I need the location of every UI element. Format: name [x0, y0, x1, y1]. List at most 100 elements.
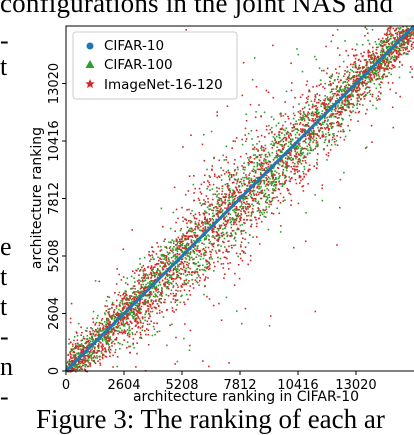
scatter-point: [213, 262, 215, 264]
scatter-point: [236, 183, 238, 185]
scatter-point: [151, 265, 153, 267]
scatter-point: [398, 51, 400, 53]
scatter-point: [154, 264, 156, 266]
scatter-point: [218, 199, 220, 201]
scatter-point: [369, 87, 371, 89]
scatter-point: [386, 62, 388, 64]
scatter-point: [149, 260, 151, 262]
scatter-point: [373, 77, 375, 79]
scatter-point: [243, 199, 245, 201]
scatter-point: [109, 346, 111, 348]
scatter-point: [218, 234, 220, 236]
scatter-point: [150, 291, 152, 293]
scatter-point: [274, 143, 276, 145]
scatter-point: [193, 240, 195, 242]
scatter-point: [184, 282, 186, 284]
scatter-point: [381, 82, 383, 84]
scatter-point: [206, 188, 208, 190]
scatter-point: [207, 234, 209, 236]
scatter-point: [284, 137, 286, 139]
scatter-point: [193, 251, 195, 253]
scatter-point: [352, 106, 354, 108]
scatter-point: [142, 330, 144, 332]
scatter-point: [283, 200, 285, 202]
scatter-point: [233, 140, 235, 142]
scatter-point: [302, 116, 304, 118]
scatter-point: [293, 124, 295, 126]
scatter-point: [122, 300, 124, 302]
scatter-point: [130, 310, 132, 312]
scatter-point: [212, 213, 214, 215]
scatter-point: [145, 277, 147, 279]
scatter-point: [205, 247, 207, 249]
scatter-point: [356, 44, 358, 46]
scatter-point: [259, 160, 261, 162]
scatter-point: [321, 70, 323, 72]
scatter-point: [118, 274, 120, 276]
scatter-point: [142, 302, 144, 304]
scatter-point: [355, 58, 357, 60]
scatter-point: [393, 28, 395, 30]
scatter-point: [175, 290, 177, 292]
scatter-point: [313, 134, 315, 136]
scatter-point: [226, 193, 228, 195]
scatter-point: [279, 131, 281, 133]
scatter-point: [166, 288, 168, 290]
scatter-point: [241, 214, 243, 216]
scatter-point: [342, 101, 344, 103]
scatter-point: [236, 137, 238, 139]
scatter-point: [106, 318, 108, 320]
scatter-point: [343, 61, 345, 63]
scatter-point: [271, 173, 273, 175]
scatter-point: [375, 52, 377, 54]
scatter-point: [359, 104, 361, 106]
scatter-point: [143, 271, 145, 273]
scatter-point: [194, 252, 196, 254]
scatter-point: [108, 308, 110, 310]
scatter-point: [127, 341, 129, 343]
scatter-point: [209, 225, 211, 227]
scatter-point: [295, 158, 297, 160]
scatter-point: [216, 115, 218, 117]
scatter-point: [251, 130, 253, 132]
scatter-point: [328, 103, 330, 105]
scatter-point: [138, 274, 140, 276]
scatter-point: [186, 258, 188, 260]
scatter-point: [278, 149, 280, 151]
scatter-point: [145, 310, 147, 312]
scatter-point: [182, 283, 184, 285]
scatter-point: [173, 246, 175, 248]
scatter-point: [132, 334, 134, 336]
scatter-point: [184, 245, 186, 247]
scatter-point: [317, 145, 319, 147]
scatter-point: [193, 232, 195, 234]
scatter-point: [165, 282, 167, 284]
scatter-point: [273, 136, 275, 138]
scatter-point: [309, 134, 311, 136]
scatter-point: [399, 96, 401, 98]
scatter-point: [133, 296, 135, 298]
scatter-point: [393, 52, 395, 54]
scatter-point: [105, 356, 107, 358]
scatter-point: [256, 143, 258, 145]
scatter-point: [221, 193, 223, 195]
scatter-point: [196, 256, 198, 258]
scatter-point: [251, 194, 253, 196]
scatter-point: [327, 99, 329, 101]
scatter-point: [102, 324, 104, 326]
scatter-point: [295, 121, 297, 123]
scatter-point: [97, 335, 99, 337]
scatter-point: [216, 196, 218, 198]
scatter-point: [259, 169, 261, 171]
scatter-point: [228, 268, 230, 270]
scatter-point: [214, 226, 216, 228]
scatter-point: [387, 64, 389, 66]
scatter-point: [122, 309, 124, 311]
scatter-point: [193, 184, 195, 186]
scatter-point: [195, 214, 197, 216]
scatter-point: [207, 207, 209, 209]
scatter-point: [363, 51, 365, 53]
scatter-point: [299, 182, 301, 184]
scatter-point: [358, 59, 360, 61]
scatter-point: [97, 360, 99, 362]
